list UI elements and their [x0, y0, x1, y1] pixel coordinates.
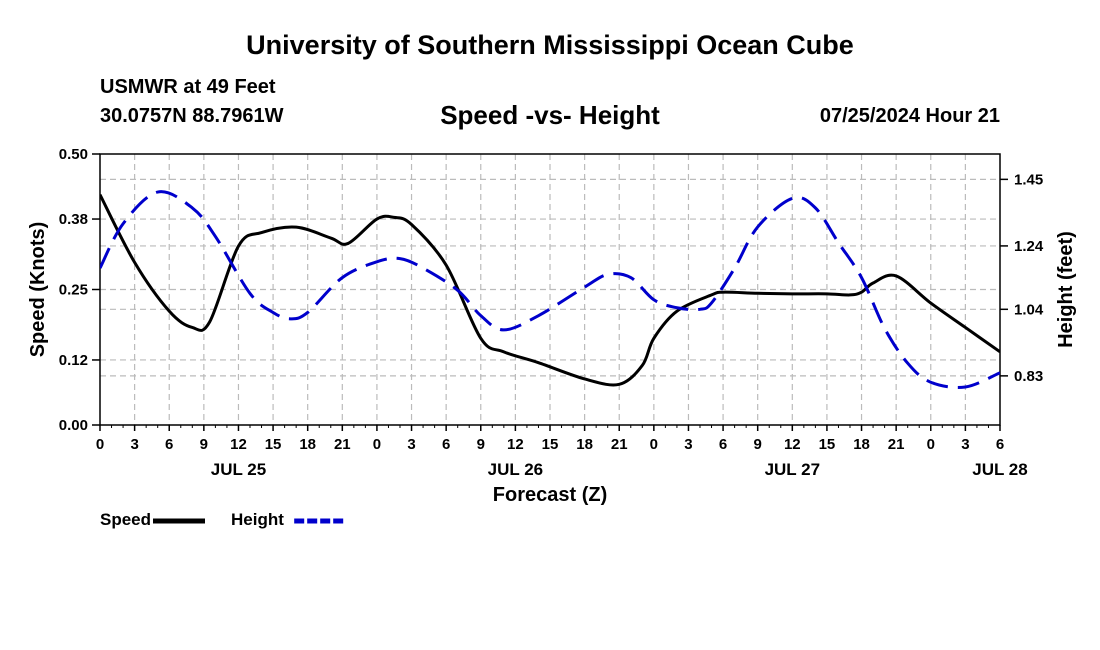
- station-coordinates: 30.0757N 88.7961W: [100, 105, 284, 127]
- y-right-tick-label: 1.24: [1014, 238, 1044, 255]
- date-label: JUL 25: [211, 460, 266, 479]
- x-tick-label: 6: [165, 436, 173, 453]
- x-tick-label: 0: [96, 436, 104, 453]
- grid: [100, 153, 1000, 425]
- legend-label-height: Height: [231, 510, 284, 529]
- x-tick-label: 15: [542, 436, 559, 453]
- chart-subtitle: Speed -vs- Height: [440, 100, 660, 130]
- x-tick-label: 21: [334, 436, 351, 453]
- x-tick-label: 18: [853, 436, 870, 453]
- x-tick-label: 3: [684, 436, 692, 453]
- y-right-axis-title: Height (feet): [1055, 231, 1077, 348]
- y-left-tick-label: 0.50: [59, 146, 88, 163]
- x-tick-label: 12: [230, 436, 247, 453]
- x-axis-title: Forecast (Z): [493, 484, 607, 506]
- y-left-tick-label: 0.00: [59, 417, 88, 434]
- y-right-tick-label: 0.83: [1014, 368, 1043, 385]
- x-tick-label: 9: [200, 436, 208, 453]
- x-tick-label: 18: [299, 436, 316, 453]
- y-right-tick-label: 1.04: [1014, 301, 1044, 318]
- series-line-speed: [100, 193, 1000, 387]
- x-tick-label: 6: [719, 436, 727, 453]
- date-label: JUL 28: [972, 460, 1027, 479]
- x-tick-label: 3: [961, 436, 969, 453]
- station-label: USMWR at 49 Feet: [100, 76, 276, 98]
- date-label: JUL 26: [488, 460, 543, 479]
- x-tick-label: 12: [507, 436, 524, 453]
- legend: Speed Height: [100, 510, 347, 529]
- y-left-axis-title: Speed (Knots): [27, 222, 49, 358]
- y-right-tick-label: 1.45: [1014, 171, 1043, 188]
- x-tick-label: 9: [477, 436, 485, 453]
- x-tick-label: 0: [373, 436, 381, 453]
- x-tick-label: 21: [611, 436, 628, 453]
- x-tick-label: 15: [819, 436, 836, 453]
- x-tick-label: 21: [888, 436, 905, 453]
- series-layer: [100, 190, 1000, 389]
- axis-ticks: [92, 153, 1008, 431]
- x-tick-label: 0: [927, 436, 935, 453]
- x-tick-label: 3: [130, 436, 138, 453]
- x-tick-label: 3: [407, 436, 415, 453]
- page-title: University of Southern Mississippi Ocean…: [246, 30, 854, 60]
- date-label: JUL 27: [765, 460, 820, 479]
- y-left-tick-label: 0.25: [59, 282, 88, 299]
- x-tick-label: 6: [996, 436, 1004, 453]
- y-left-tick-label: 0.38: [59, 211, 88, 228]
- x-tick-label: 18: [576, 436, 593, 453]
- y-left-tick-label: 0.12: [59, 352, 88, 369]
- legend-label-speed: Speed: [100, 510, 151, 529]
- x-tick-label: 12: [784, 436, 801, 453]
- axis-labels: 0 3 6 9 12 15 18 21 0 3 6 9 12 15 18 21 0 3 6 9 12 15 18 21 0 3 6 J…: [27, 146, 1077, 506]
- x-tick-label: 6: [442, 436, 450, 453]
- series-line-height: [100, 190, 1000, 389]
- x-tick-label: 15: [265, 436, 282, 453]
- x-tick-label: 0: [650, 436, 658, 453]
- x-tick-label: 9: [754, 436, 762, 453]
- forecast-datetime: 07/25/2024 Hour 21: [819, 105, 1000, 127]
